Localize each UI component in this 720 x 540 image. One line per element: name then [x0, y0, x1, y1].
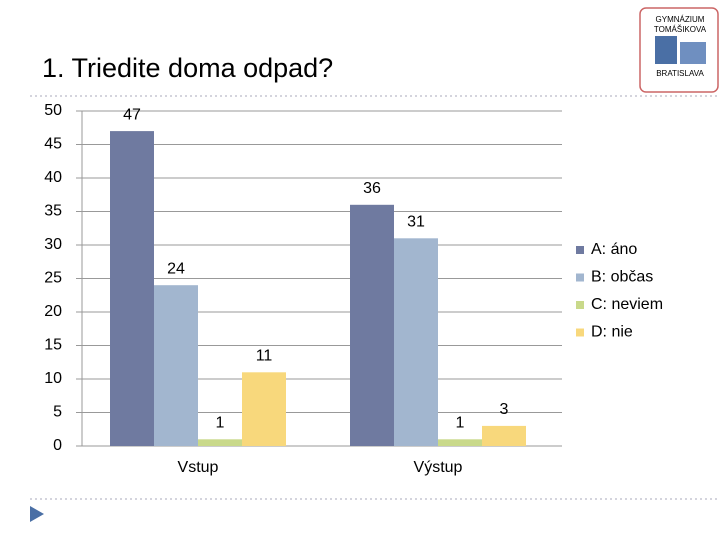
bar — [350, 204, 394, 446]
legend-label: D: nie — [591, 324, 633, 341]
y-tick-label: 20 — [44, 303, 62, 320]
legend-label: C: neviem — [591, 296, 663, 313]
slide-title: 1. Triedite doma odpad? — [42, 53, 333, 83]
bar — [242, 372, 286, 446]
logo-frame — [639, 7, 719, 93]
y-tick-label: 15 — [44, 337, 62, 354]
bar — [198, 439, 242, 446]
logo-text: TOMÁŠIKOVA — [654, 25, 707, 34]
y-tick-label: 25 — [44, 270, 62, 287]
logo-shape — [655, 36, 677, 64]
logo-shape — [680, 42, 706, 64]
y-tick-label: 45 — [44, 136, 62, 153]
legend-label: B: občas — [591, 269, 653, 286]
legend-label: A: áno — [591, 241, 637, 258]
data-label: 31 — [407, 214, 425, 231]
legend-swatch — [576, 246, 584, 254]
y-tick-label: 30 — [44, 236, 62, 253]
data-label: 11 — [256, 348, 273, 365]
y-tick-label: 10 — [44, 370, 62, 387]
legend-swatch — [576, 328, 584, 337]
y-tick-label: 35 — [44, 203, 62, 220]
bar — [110, 131, 154, 446]
logo-text: BRATISLAVA — [656, 69, 704, 78]
y-tick-label: 5 — [53, 404, 62, 421]
bar — [154, 285, 198, 446]
legend-swatch — [576, 301, 584, 309]
bar — [482, 425, 526, 446]
x-tick-label: Výstup — [414, 459, 463, 476]
data-label: 36 — [363, 180, 381, 197]
legend-swatch — [576, 273, 584, 282]
bar — [394, 238, 438, 446]
data-label: 3 — [500, 401, 509, 418]
footer-arrow — [30, 506, 44, 522]
y-tick-label: 40 — [44, 169, 62, 186]
logo: GYMNÁZIUM TOMÁŠIKOVA BRATISLAVA — [639, 7, 719, 93]
x-tick-label: Vstup — [178, 459, 219, 476]
data-label: 24 — [167, 260, 185, 277]
y-tick-label: 50 — [44, 102, 62, 119]
y-tick-label: 0 — [53, 437, 62, 454]
data-label: 47 — [123, 106, 141, 123]
data-label: 1 — [456, 415, 465, 432]
logo-text: GYMNÁZIUM — [656, 15, 705, 24]
data-label: 1 — [216, 415, 225, 432]
bar — [438, 439, 482, 446]
